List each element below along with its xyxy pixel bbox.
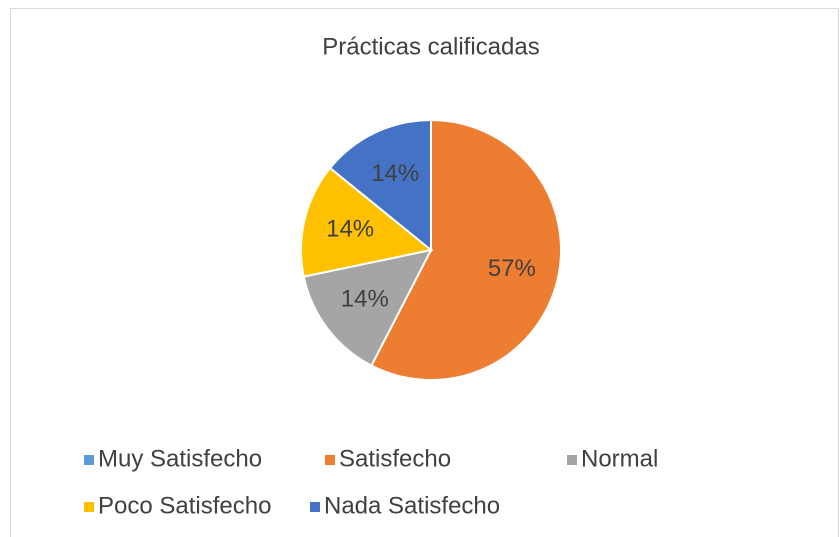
legend-swatch (567, 455, 577, 465)
legend-label: Normal (581, 445, 658, 472)
legend-label: Satisfecho (339, 445, 451, 472)
legend-swatch (84, 502, 94, 512)
legend-swatch (325, 455, 335, 465)
chart-title: Prácticas calificadas (322, 33, 539, 60)
pie-slice (302, 248, 433, 367)
data-label: 14% (341, 286, 389, 313)
legend-label: Muy Satisfecho (98, 445, 262, 472)
legend-label: Poco Satisfecho (98, 492, 271, 519)
pie-slice (370, 118, 562, 381)
legend-label: Nada Satisfecho (324, 492, 500, 519)
pie-slice (300, 166, 434, 278)
data-label: 57% (488, 255, 536, 282)
legend-swatch (310, 502, 320, 512)
pie-slice (328, 118, 432, 253)
legend-swatch (84, 455, 94, 465)
data-label: 14% (326, 216, 374, 243)
data-label: 14% (371, 160, 419, 187)
